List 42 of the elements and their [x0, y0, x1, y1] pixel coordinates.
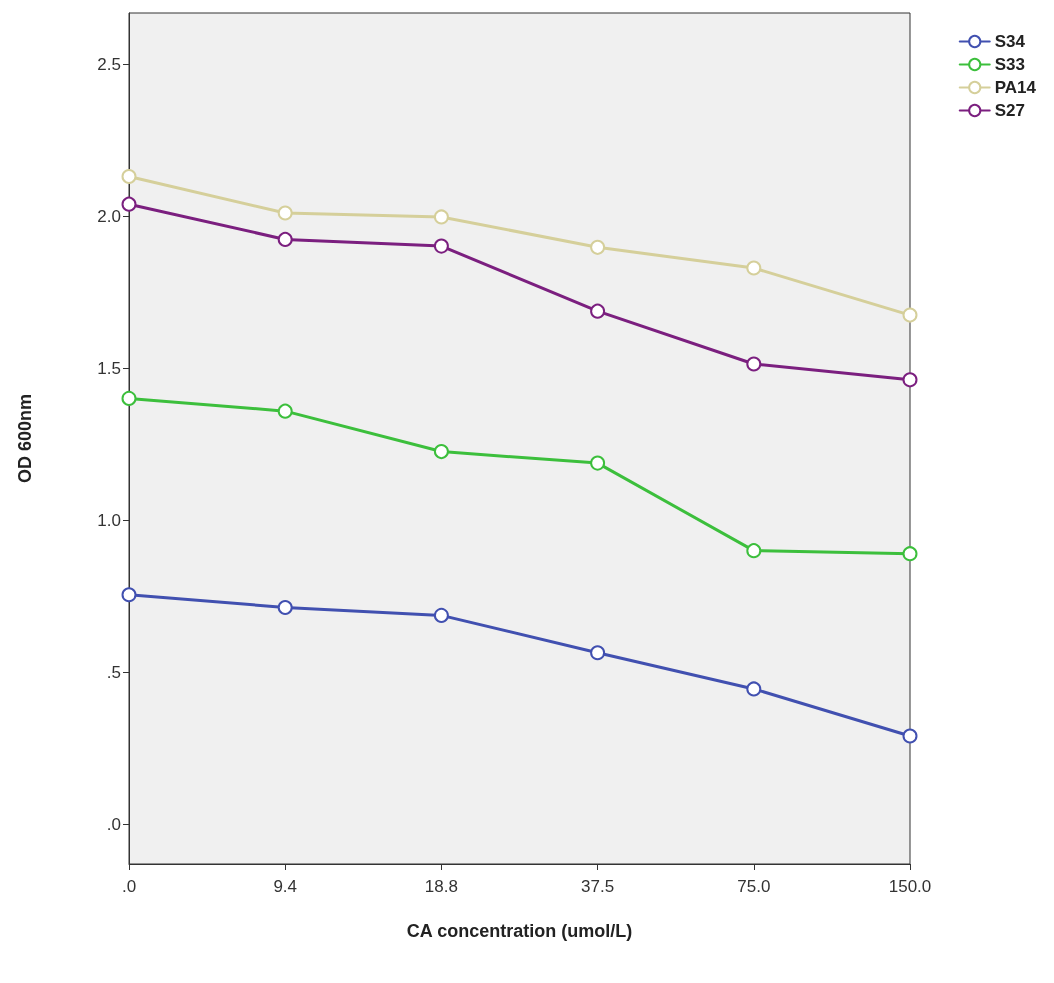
point: [121, 196, 137, 212]
x-tick-label: 18.8: [424, 877, 458, 896]
x-axis-title: CA concentration (umol/L): [406, 921, 633, 941]
point: [433, 444, 449, 460]
point: [902, 372, 918, 388]
point: [746, 260, 762, 276]
x-tick-label: .0: [121, 877, 137, 896]
point: [277, 205, 293, 221]
y-tick-label: 1.0: [97, 511, 121, 531]
point: [902, 546, 918, 562]
point: [746, 543, 762, 559]
point: [433, 607, 449, 623]
y-tick-label: 2.0: [97, 207, 121, 227]
y-tick-label: 1.5: [97, 359, 121, 379]
point: [590, 303, 606, 319]
legend-label: S33: [994, 55, 1025, 74]
y-tick-label: .5: [106, 663, 121, 683]
legend-label: S27: [994, 101, 1025, 120]
point: [902, 307, 918, 323]
point: [277, 231, 293, 247]
point: [746, 681, 762, 697]
x-tick-label: 75.0: [737, 877, 771, 896]
y-axis-title: OD 600nm: [15, 393, 35, 484]
point: [433, 209, 449, 225]
point: [433, 238, 449, 254]
point: [121, 169, 137, 185]
point: [590, 239, 606, 255]
point: [746, 356, 762, 372]
y-tick-label: 2.5: [97, 55, 121, 75]
point: [902, 728, 918, 744]
legend-label: PA14: [994, 78, 1037, 97]
x-tick-label: 37.5: [581, 877, 615, 896]
point: [590, 455, 606, 471]
point: [121, 390, 137, 406]
point: [277, 599, 293, 615]
point: [277, 403, 293, 419]
x-tick-label: 150.0: [888, 877, 932, 896]
y-tick-label: .0: [106, 814, 121, 834]
point: [590, 645, 606, 661]
point: [121, 587, 137, 603]
legend-label: S34: [994, 32, 1026, 51]
x-tick-label: 9.4: [273, 877, 298, 896]
